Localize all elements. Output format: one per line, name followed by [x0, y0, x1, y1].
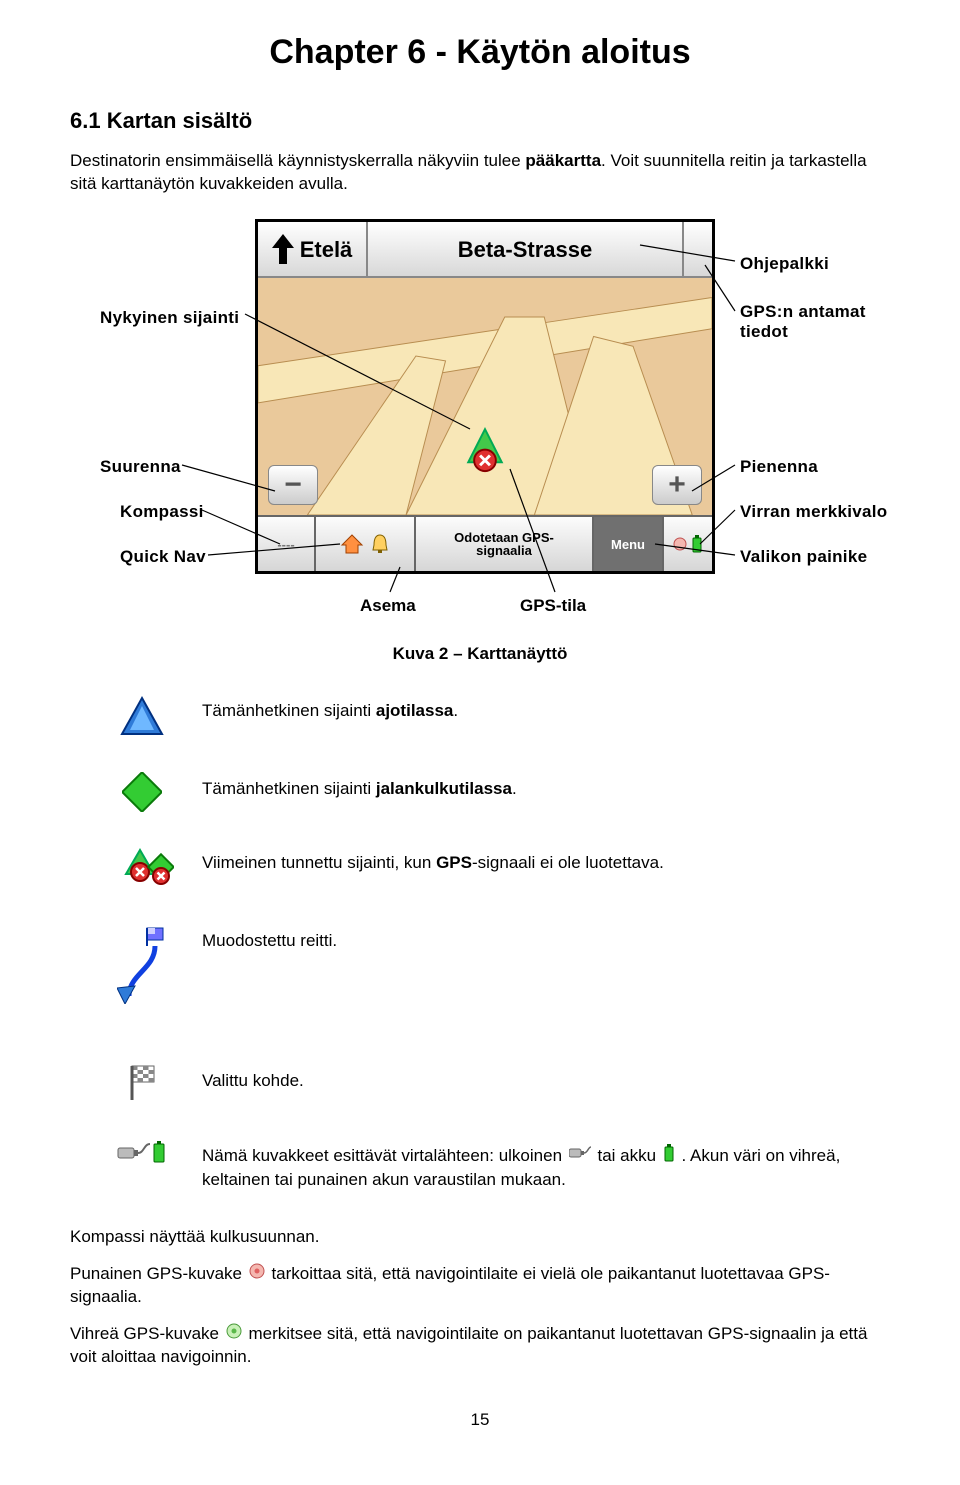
walking-position-icon — [110, 772, 174, 812]
footer-red-gps: Punainen GPS-kuvake tarkoittaa sitä, ett… — [70, 1263, 890, 1309]
legend-text: tai akku — [598, 1146, 661, 1165]
gps-green-icon — [226, 1323, 242, 1346]
legend-row-jalankulku: Tämänhetkinen sijainti jalankulkutilassa… — [110, 772, 890, 812]
legend-row-reitti: Muodostettu reitti. — [110, 924, 890, 1004]
legend-text: . — [453, 701, 458, 720]
figure-caption: Kuva 2 – Karttanäyttö — [70, 643, 890, 666]
route-icon — [110, 924, 174, 1004]
legend-row-ajotila: Tämänhetkinen sijainti ajotilassa. — [110, 694, 890, 738]
footer-text: näyttää kulkusuunnan. — [145, 1227, 320, 1246]
destination-flag-icon — [110, 1064, 174, 1104]
legend-row-kohde: Valittu kohde. — [110, 1064, 890, 1104]
intro-paragraph: Destinatorin ensimmäisellä käynnistysker… — [70, 150, 890, 196]
legend-list: Tämänhetkinen sijainti ajotilassa. Tämän… — [110, 694, 890, 1192]
legend-bold: GPS — [436, 853, 472, 872]
driving-position-icon — [110, 694, 174, 738]
section-title: 6.1 Kartan sisältö — [70, 106, 890, 136]
footer-green-gps: Vihreä GPS-kuvake merkitsee sitä, että n… — [70, 1323, 890, 1369]
footer-text: Punainen GPS-kuvake — [70, 1264, 247, 1283]
gps-red-icon — [249, 1263, 265, 1286]
legend-text: Muodostettu reitti. — [202, 931, 337, 950]
legend-text: Tämänhetkinen sijainti — [202, 779, 376, 798]
legend-text: -signaali ei ole luotettava. — [472, 853, 664, 872]
last-known-position-icon — [110, 846, 174, 890]
legend-text: Viimeinen tunnettu sijainti, kun — [202, 853, 436, 872]
intro-bold: pääkartta — [525, 151, 601, 170]
legend-text: . — [512, 779, 517, 798]
plug-icon-inline — [569, 1145, 591, 1168]
legend-text: Nämä kuvakkeet esittävät virtalähteen: u… — [202, 1146, 567, 1165]
footer-text: Vihreä GPS-kuvake — [70, 1324, 224, 1343]
legend-bold: jalankulkutilassa — [376, 779, 512, 798]
legend-bold: ajotilassa — [376, 701, 454, 720]
legend-text: Valittu kohde. — [202, 1071, 304, 1090]
chapter-title: Chapter 6 - Käytön aloitus — [70, 30, 890, 76]
power-icons — [110, 1138, 174, 1166]
footer-bold: Kompassi — [70, 1227, 145, 1246]
battery-icon-inline — [663, 1144, 675, 1169]
leader-lines — [100, 219, 860, 619]
legend-row-viimeinen: Viimeinen tunnettu sijainti, kun GPS-sig… — [110, 846, 890, 890]
legend-text: Tämänhetkinen sijainti — [202, 701, 376, 720]
page-number: 15 — [70, 1409, 890, 1432]
legend-row-virta: Nämä kuvakkeet esittävät virtalähteen: u… — [110, 1138, 890, 1192]
footer-compass: Kompassi näyttää kulkusuunnan. — [70, 1226, 890, 1249]
map-diagram: Etelä Beta-Strasse − — [100, 219, 860, 619]
intro-pre: Destinatorin ensimmäisellä käynnistysker… — [70, 151, 525, 170]
